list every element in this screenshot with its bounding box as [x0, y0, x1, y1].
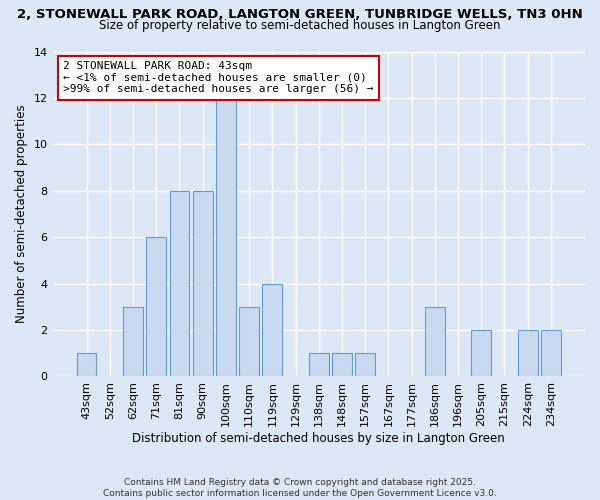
Bar [239, 307, 259, 376]
X-axis label: Distribution of semi-detached houses by size in Langton Green: Distribution of semi-detached houses by … [133, 432, 505, 445]
Bar [193, 191, 212, 376]
Bar [541, 330, 561, 376]
Text: 2, STONEWALL PARK ROAD, LANGTON GREEN, TUNBRIDGE WELLS, TN3 0HN: 2, STONEWALL PARK ROAD, LANGTON GREEN, T… [17, 8, 583, 20]
Bar [262, 284, 282, 376]
Bar [216, 98, 236, 376]
Bar [472, 330, 491, 376]
Bar [123, 307, 143, 376]
Bar [518, 330, 538, 376]
Text: 2 STONEWALL PARK ROAD: 43sqm
← <1% of semi-detached houses are smaller (0)
>99% : 2 STONEWALL PARK ROAD: 43sqm ← <1% of se… [63, 61, 374, 94]
Text: Contains HM Land Registry data © Crown copyright and database right 2025.
Contai: Contains HM Land Registry data © Crown c… [103, 478, 497, 498]
Y-axis label: Number of semi-detached properties: Number of semi-detached properties [15, 104, 28, 324]
Bar [170, 191, 190, 376]
Bar [77, 353, 97, 376]
Bar [332, 353, 352, 376]
Text: Size of property relative to semi-detached houses in Langton Green: Size of property relative to semi-detach… [99, 18, 501, 32]
Bar [309, 353, 329, 376]
Bar [425, 307, 445, 376]
Bar [146, 237, 166, 376]
Bar [355, 353, 375, 376]
